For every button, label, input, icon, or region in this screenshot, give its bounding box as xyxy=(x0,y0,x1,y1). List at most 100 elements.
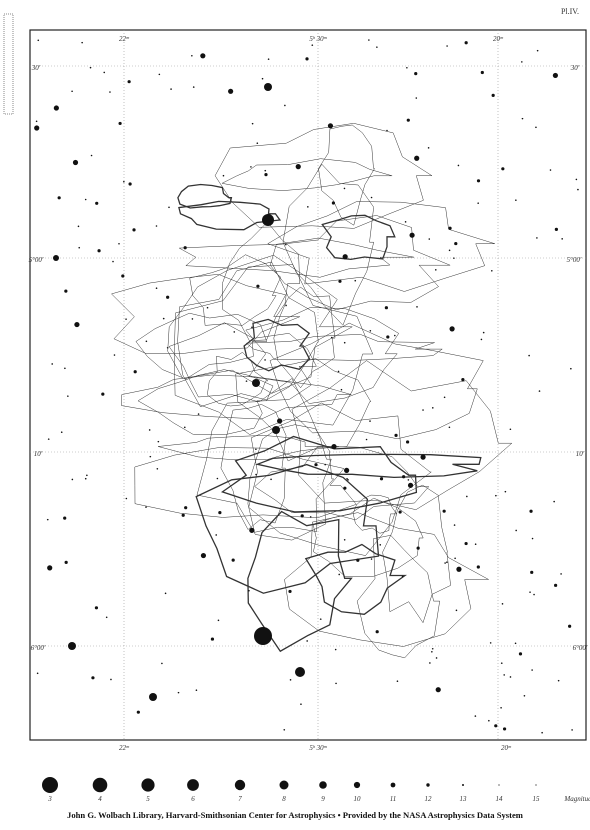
star xyxy=(409,233,414,238)
star xyxy=(101,393,104,396)
legend-label: 6 xyxy=(191,795,195,803)
star xyxy=(103,72,105,74)
star xyxy=(444,396,446,398)
star xyxy=(344,468,349,473)
star xyxy=(368,39,370,41)
contour xyxy=(246,307,399,403)
star xyxy=(218,511,221,514)
star xyxy=(184,246,187,249)
star xyxy=(428,147,430,149)
star xyxy=(296,164,301,169)
star xyxy=(128,80,131,83)
star xyxy=(285,244,287,246)
star xyxy=(550,169,552,171)
star xyxy=(402,475,405,478)
legend-star xyxy=(319,781,327,789)
star xyxy=(536,237,538,239)
star xyxy=(110,679,112,681)
star xyxy=(54,105,59,110)
star xyxy=(443,510,446,513)
contour xyxy=(169,323,316,402)
star xyxy=(461,378,464,381)
plate-frame xyxy=(30,30,586,740)
star xyxy=(483,332,485,334)
legend-star xyxy=(141,778,154,791)
star xyxy=(456,610,458,612)
star xyxy=(501,662,503,664)
star xyxy=(481,339,483,341)
axis-label: 30′ xyxy=(31,64,41,72)
contour xyxy=(236,359,371,461)
star xyxy=(61,431,63,433)
star xyxy=(366,439,368,441)
star xyxy=(168,207,170,209)
page: Pl.IV. John G. Wolbach Library, Harvard-… xyxy=(0,0,590,825)
star xyxy=(402,576,404,578)
star xyxy=(510,676,512,678)
star xyxy=(95,202,98,205)
star xyxy=(331,337,333,339)
bright-star xyxy=(252,379,260,387)
star xyxy=(501,167,504,170)
star xyxy=(91,155,93,157)
stars xyxy=(34,39,579,733)
axis-label: 22ᵐ xyxy=(119,35,130,43)
star xyxy=(415,97,417,99)
star xyxy=(535,126,537,128)
legend-label: 8 xyxy=(282,795,286,803)
star xyxy=(416,306,418,308)
star xyxy=(34,125,39,130)
star xyxy=(458,165,460,167)
star xyxy=(344,342,346,344)
legend-star xyxy=(462,784,464,786)
star xyxy=(232,559,235,562)
star xyxy=(414,156,419,161)
star xyxy=(132,228,135,231)
contour xyxy=(215,123,432,228)
star xyxy=(64,367,66,369)
star xyxy=(422,409,424,411)
star xyxy=(465,41,468,44)
star xyxy=(91,676,94,679)
star xyxy=(444,562,446,564)
star xyxy=(408,483,413,488)
star xyxy=(555,228,558,231)
star xyxy=(464,542,467,545)
star xyxy=(166,296,169,299)
legend-label: 4 xyxy=(98,795,102,803)
star xyxy=(519,652,522,655)
star xyxy=(380,477,383,480)
star xyxy=(264,170,266,172)
star xyxy=(397,680,399,682)
star xyxy=(530,571,533,574)
legend-star xyxy=(187,779,199,791)
star xyxy=(246,380,248,382)
star xyxy=(64,289,67,292)
star xyxy=(335,683,337,685)
star xyxy=(95,606,98,609)
star xyxy=(314,463,317,466)
star xyxy=(466,496,468,498)
star xyxy=(156,225,158,227)
star xyxy=(71,90,73,92)
legend-star xyxy=(235,780,245,790)
legend-label: 5 xyxy=(146,795,150,803)
star xyxy=(283,729,285,731)
star xyxy=(394,434,397,437)
star xyxy=(553,73,558,78)
star xyxy=(251,327,253,329)
star xyxy=(178,692,180,694)
legend-star xyxy=(280,781,289,790)
star xyxy=(332,201,335,204)
star xyxy=(196,689,198,691)
star xyxy=(568,625,571,628)
star xyxy=(47,519,49,521)
star xyxy=(406,440,409,443)
star xyxy=(338,371,340,373)
star xyxy=(515,199,517,201)
star xyxy=(184,427,186,429)
bright-star xyxy=(53,255,59,261)
contour xyxy=(292,361,512,510)
nebula-contours xyxy=(112,123,512,658)
star xyxy=(58,196,61,199)
